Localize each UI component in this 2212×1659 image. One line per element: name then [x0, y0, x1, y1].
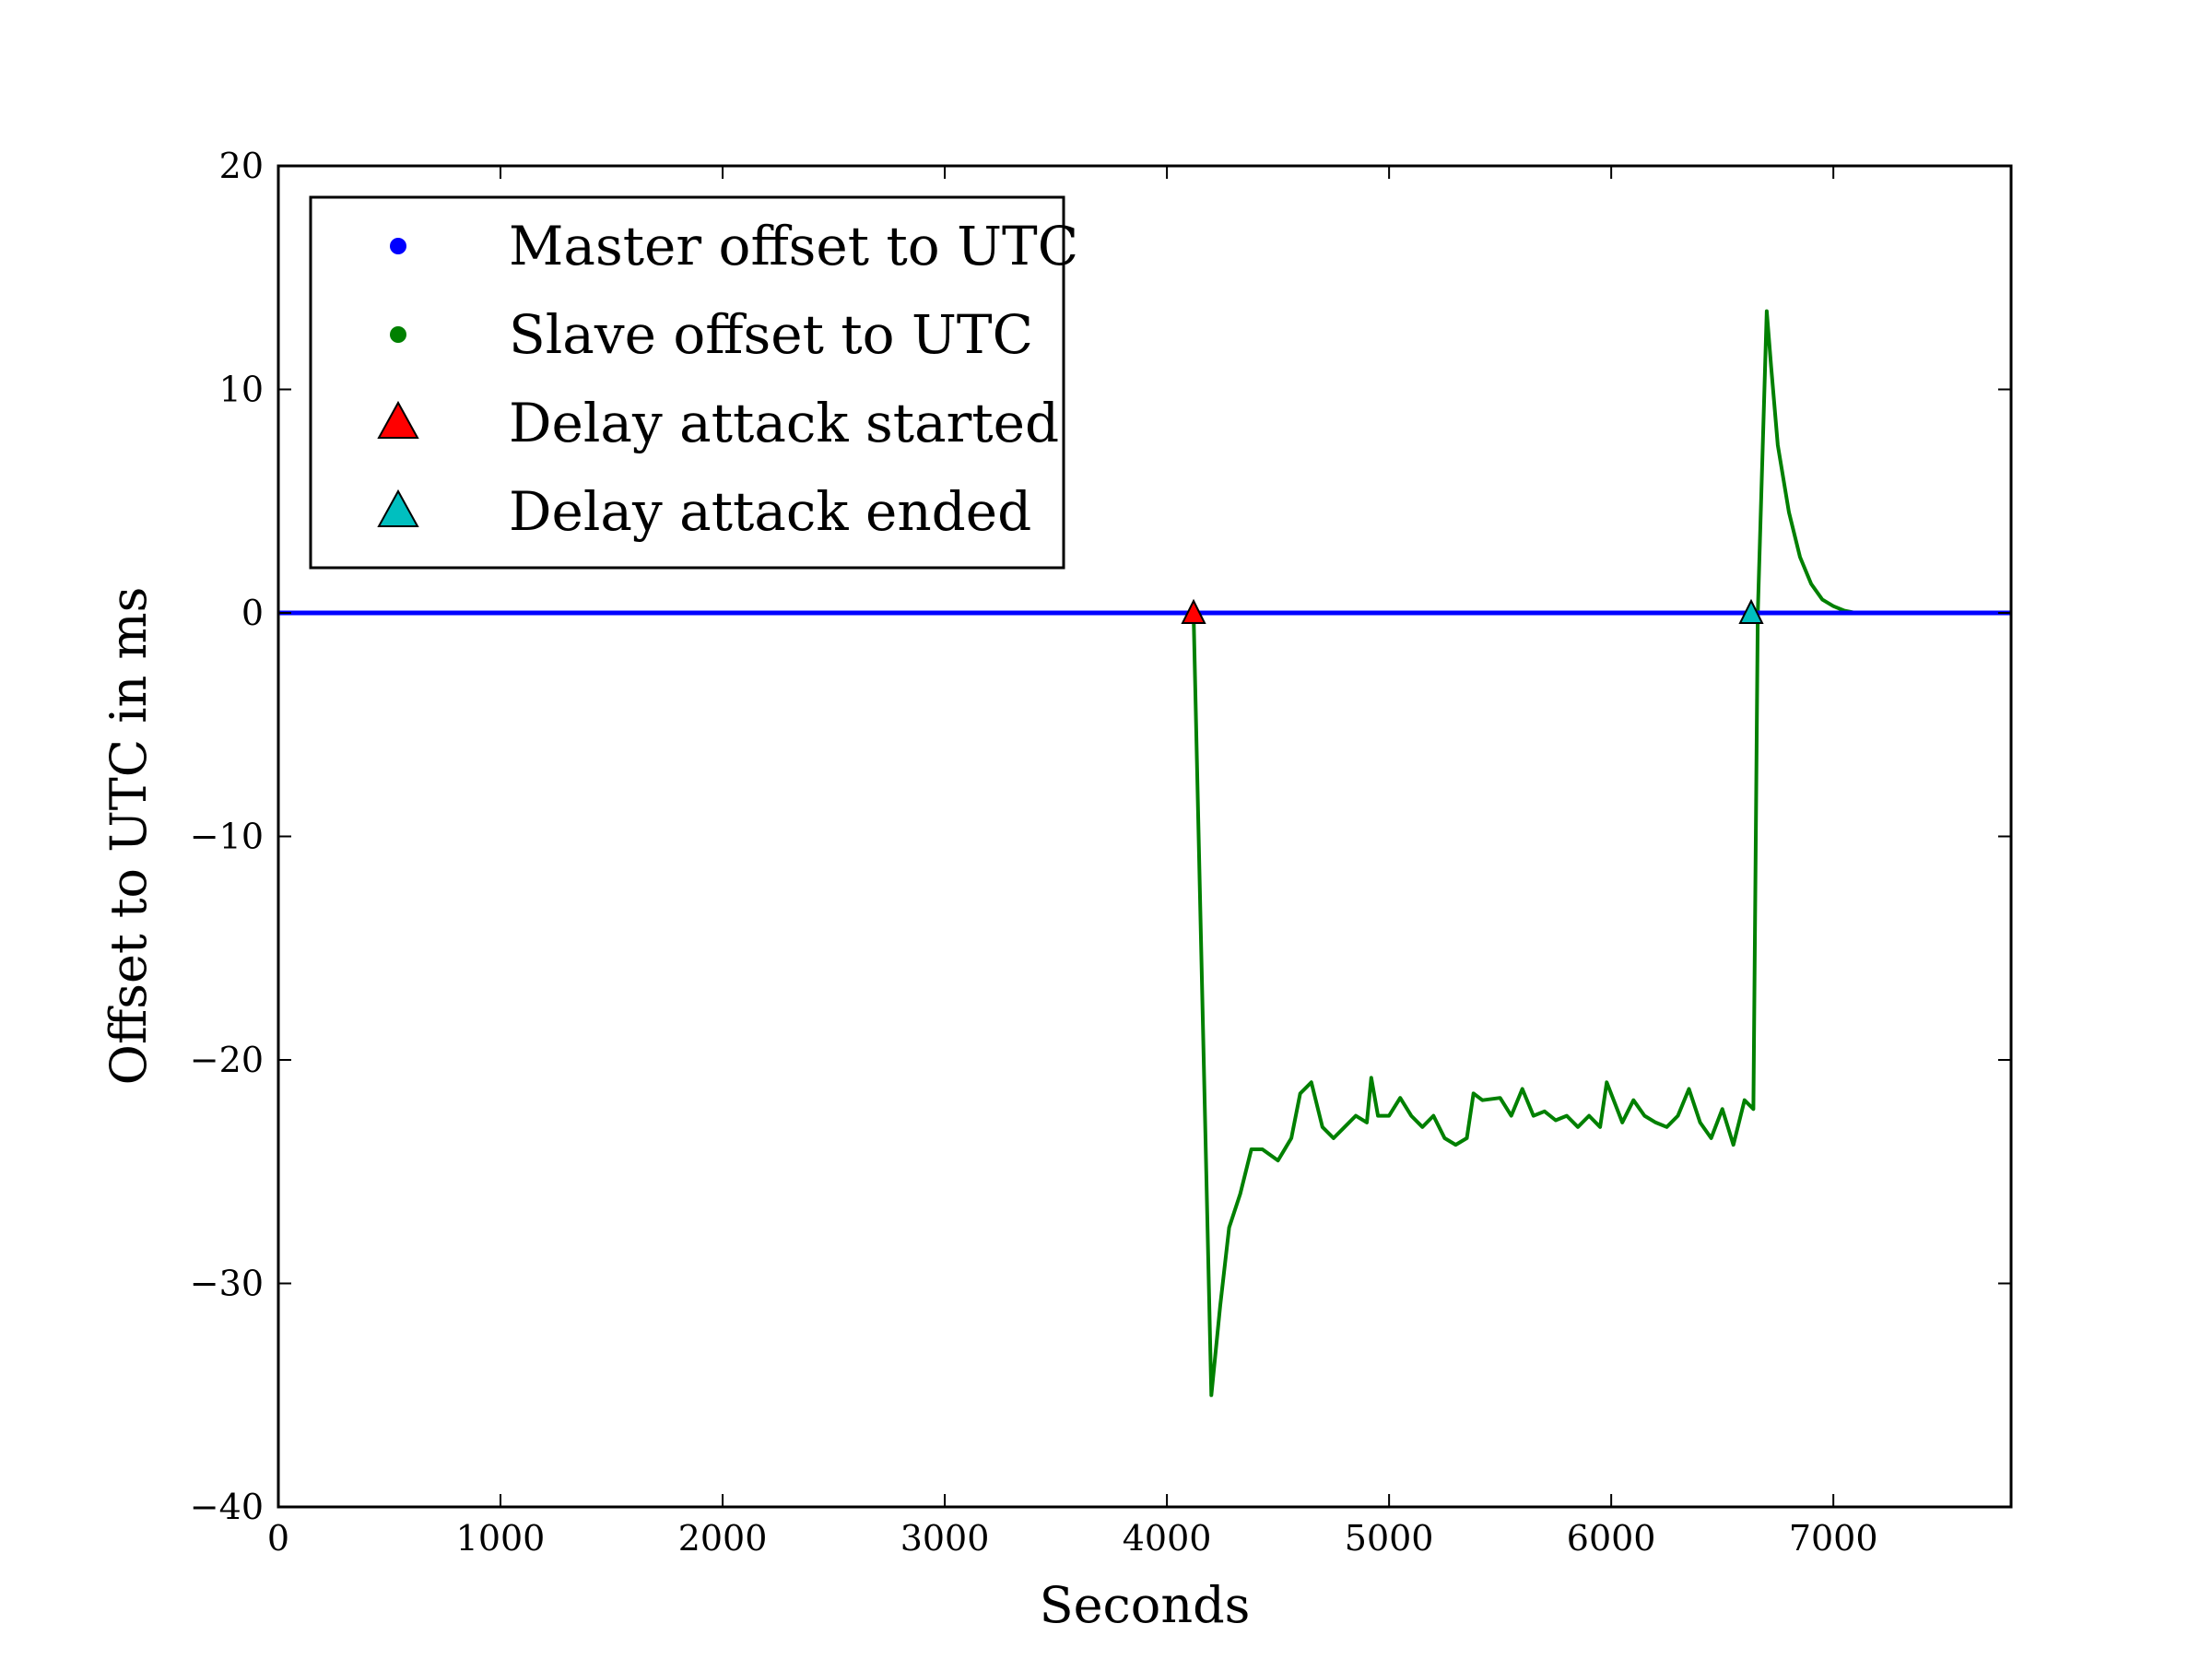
x-tick-label: 6000 — [1567, 1518, 1656, 1559]
series-line-slave — [278, 309, 2011, 1397]
x-tick-label: 4000 — [1123, 1518, 1212, 1559]
tick-labels-layer: 0 1000 2000 3000 4000 5000 6000 7000 20 10 0 −10 −20… — [190, 146, 1878, 1559]
y-tick-label: −40 — [190, 1487, 264, 1527]
marker-attack-started — [1181, 598, 1206, 624]
x-tick-label: 2000 — [678, 1518, 768, 1559]
y-tick-label: −30 — [190, 1264, 264, 1304]
legend-label-attack-started: Delay attack started — [509, 392, 1059, 454]
legend-label-attack-ended: Delay attack ended — [509, 480, 1031, 543]
y-tick-label: 0 — [241, 593, 264, 633]
legend-swatch-slave — [390, 326, 406, 343]
y-axis-title: Offset to UTC in ms — [100, 587, 158, 1086]
y-tick-label: 20 — [219, 146, 264, 186]
x-axis-title: Seconds — [1040, 1576, 1251, 1634]
legend-swatch-attack-ended — [377, 488, 419, 527]
legend-swatch-master — [390, 238, 406, 254]
legend-label-master: Master offset to UTC — [509, 215, 1078, 277]
legend: Master offset to UTC Slave offset to UTC… — [309, 195, 1078, 570]
x-tick-label: 1000 — [456, 1518, 546, 1559]
legend-label-slave: Slave offset to UTC — [509, 303, 1033, 366]
marker-attack-ended — [1738, 598, 1764, 624]
x-tick-label: 3000 — [900, 1518, 990, 1559]
y-tick-label: 10 — [219, 370, 264, 410]
legend-swatch-attack-started — [377, 400, 419, 439]
series-layer — [278, 309, 2011, 1397]
marker-layer — [1181, 598, 1764, 624]
legend-box — [309, 195, 1065, 570]
x-tick-label: 5000 — [1345, 1518, 1434, 1559]
y-tick-label: −20 — [190, 1040, 264, 1080]
x-tick-label: 7000 — [1789, 1518, 1878, 1559]
y-tick-label: −10 — [190, 817, 264, 857]
ticks-layer — [277, 165, 2011, 1508]
x-tick-label: 0 — [267, 1518, 289, 1559]
